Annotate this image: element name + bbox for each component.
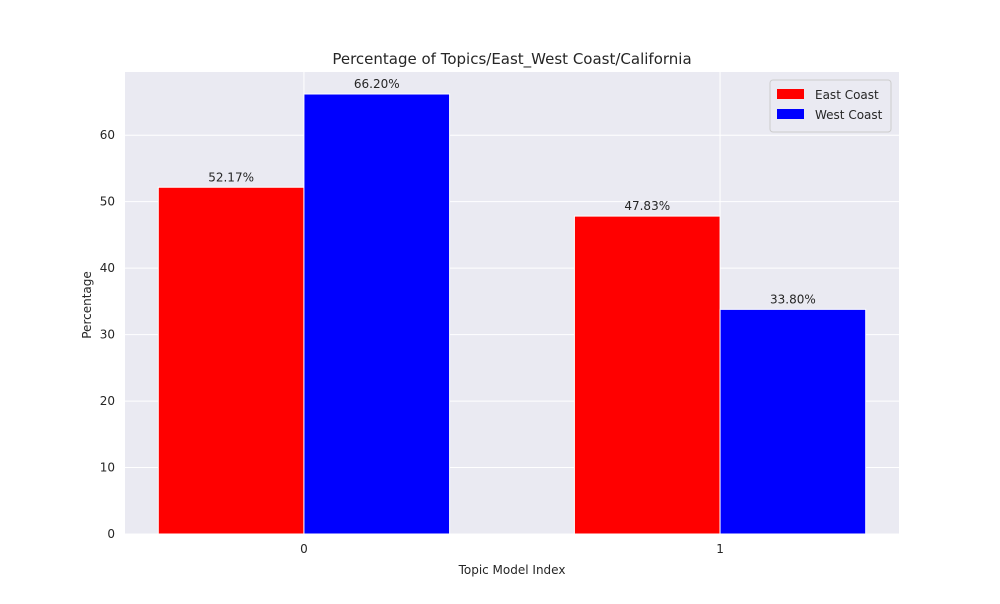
bar-west-coast bbox=[303, 93, 451, 535]
x-tick-label: 0 bbox=[300, 542, 308, 556]
x-axis-label: Topic Model Index bbox=[458, 563, 566, 577]
y-axis-label: Percentage bbox=[80, 271, 94, 339]
legend-label: East Coast bbox=[815, 88, 879, 102]
x-tick-label: 1 bbox=[716, 542, 724, 556]
legend-label: West Coast bbox=[815, 108, 883, 122]
bar-west-coast bbox=[719, 308, 867, 535]
legend-swatch bbox=[777, 89, 804, 99]
y-tick-label: 20 bbox=[100, 394, 115, 408]
data-labels: 52.17% 47.83% 66.20% 33.80% bbox=[208, 77, 816, 306]
y-tick-label: 40 bbox=[100, 261, 115, 275]
bars bbox=[157, 93, 867, 535]
bar-east-coast bbox=[573, 215, 721, 535]
legend: East Coast West Coast bbox=[769, 79, 892, 133]
y-axis-ticks: 0 10 20 30 40 50 60 bbox=[100, 128, 115, 541]
legend-swatch bbox=[777, 109, 804, 119]
bar-value-label: 47.83% bbox=[624, 199, 670, 213]
bar-value-label: 33.80% bbox=[770, 292, 816, 306]
bar-value-label: 52.17% bbox=[208, 170, 254, 184]
bar-east-coast bbox=[157, 186, 305, 535]
y-tick-label: 10 bbox=[100, 461, 115, 475]
y-tick-label: 30 bbox=[100, 328, 115, 342]
y-tick-label: 0 bbox=[107, 527, 115, 541]
y-tick-label: 60 bbox=[100, 128, 115, 142]
bar-value-label: 66.20% bbox=[354, 77, 400, 91]
chart-title: Percentage of Topics/East_West Coast/Cal… bbox=[332, 50, 691, 69]
y-tick-label: 50 bbox=[100, 195, 115, 209]
